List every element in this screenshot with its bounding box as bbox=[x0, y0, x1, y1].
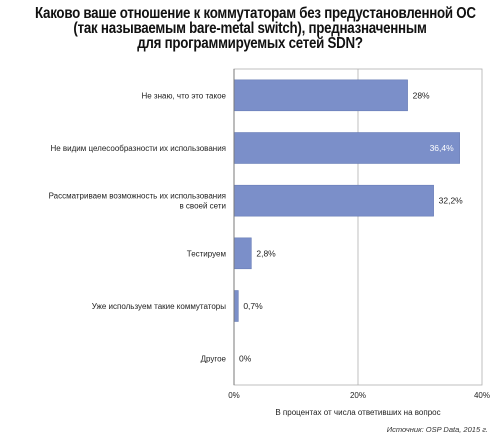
bar bbox=[233, 237, 252, 270]
value-label: 0,7% bbox=[243, 301, 263, 311]
category-label: Уже используем такие коммутаторы bbox=[92, 302, 227, 311]
chart-title-line-3: для программируемых сетей SDN? bbox=[137, 35, 363, 52]
value-label: 32,2% bbox=[439, 196, 464, 206]
value-label: 2,8% bbox=[256, 248, 276, 258]
category-label: Не видим целесообразности их использован… bbox=[50, 144, 226, 153]
category-label: Рассматриваем возможность их использован… bbox=[49, 192, 226, 201]
x-tick-label: 0% bbox=[228, 391, 240, 400]
x-tick-label: 40% bbox=[474, 391, 490, 400]
bars-layer bbox=[233, 79, 460, 322]
chart-title-line-2: (так называемым bare-metal switch), пред… bbox=[73, 20, 427, 37]
bar bbox=[233, 290, 239, 322]
labels-layer: 0% 20% 40% Не знаю, что это такое 28% Не види… bbox=[49, 90, 490, 400]
grid-layer bbox=[233, 68, 483, 386]
chart-title: Каково ваше отношение к коммутаторам без… bbox=[35, 5, 476, 52]
value-label: 0% bbox=[239, 354, 252, 364]
value-label: 28% bbox=[413, 90, 430, 100]
source-note: Источник: OSP Data, 2015 г. bbox=[386, 425, 488, 434]
value-label: 36,4% bbox=[430, 143, 455, 153]
category-label: Тестируем bbox=[187, 249, 226, 258]
chart-title-line-1: Каково ваше отношение к коммутаторам без… bbox=[35, 5, 476, 22]
bar bbox=[233, 79, 408, 112]
bar bbox=[233, 184, 434, 217]
bar bbox=[233, 132, 460, 164]
category-label: Другое bbox=[201, 355, 227, 364]
x-tick-label: 20% bbox=[350, 391, 366, 400]
category-label: в своей сети bbox=[179, 202, 226, 211]
category-label: Не знаю, что это такое bbox=[141, 91, 226, 100]
x-axis-title: В процентах от числа ответивших на вопро… bbox=[275, 408, 440, 417]
